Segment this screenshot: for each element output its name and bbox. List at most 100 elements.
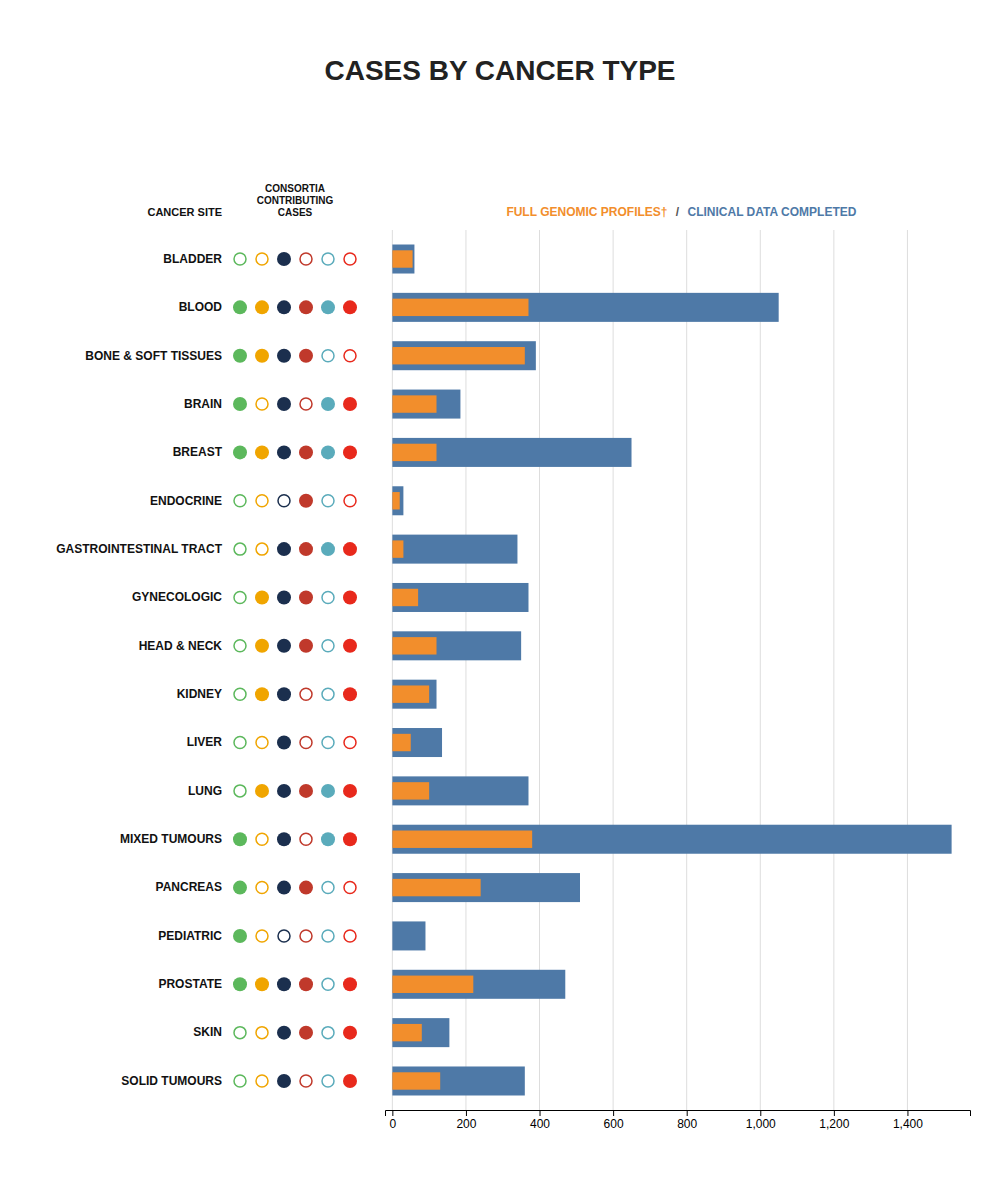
- category-tick: PROSTATE: [158, 977, 230, 991]
- annotation: /: [676, 205, 680, 219]
- bar: [392, 1024, 421, 1041]
- consortium-dot: [299, 784, 313, 798]
- consortium-dot: [277, 445, 291, 459]
- consortium-dot: [322, 882, 334, 894]
- bar: [392, 299, 528, 316]
- consortium-dot: [256, 833, 268, 845]
- bar: [392, 921, 425, 950]
- bar: [392, 728, 442, 757]
- consortium-dot: [300, 737, 312, 749]
- consortium-dot: [256, 882, 268, 894]
- consortium-dot: [322, 737, 334, 749]
- category-label: MIXED TUMOURS: [120, 832, 222, 846]
- category-tick: GASTROINTESTINAL TRACT: [56, 542, 230, 556]
- consortium-dot: [256, 737, 268, 749]
- bar: [392, 976, 473, 993]
- consortium-dot: [322, 253, 334, 265]
- axis-line: [386, 1111, 971, 1117]
- category-tick: BRAIN: [184, 397, 230, 411]
- consortium-dot: [322, 350, 334, 362]
- tick-label: 0: [390, 1117, 397, 1131]
- consortium-dot: [277, 687, 291, 701]
- consortium-dot: [233, 977, 247, 991]
- tick-label: 600: [604, 1117, 624, 1131]
- consortium-dot: [299, 445, 313, 459]
- category-label: BLOOD: [179, 300, 223, 314]
- consortium-dot: [256, 253, 268, 265]
- grid-line: [907, 230, 908, 1110]
- consortium-dot: [300, 688, 312, 700]
- bar: [392, 438, 631, 467]
- category-tick: BREAST: [173, 445, 230, 459]
- category-label: BREAST: [173, 445, 223, 459]
- consortium-dot: [321, 397, 335, 411]
- consortium-dot: [234, 785, 246, 797]
- tick-mark: [466, 1110, 467, 1116]
- bar: [392, 1072, 440, 1089]
- tick-mark: [834, 1110, 835, 1116]
- tick-label: 400: [530, 1117, 550, 1131]
- grid: [392, 230, 907, 1110]
- category-label: SOLID TUMOURS: [121, 1074, 222, 1088]
- consortium-dot: [277, 349, 291, 363]
- consortium-dot: [343, 1026, 357, 1040]
- consortium: [277, 252, 291, 1088]
- consortium-dot: [255, 639, 269, 653]
- consortium-dot: [233, 349, 247, 363]
- consortium-dot: [256, 398, 268, 410]
- consortium-dot: [300, 1075, 312, 1087]
- consortium-dot: [256, 1075, 268, 1087]
- category-tick: PANCREAS: [156, 880, 230, 894]
- grid-line: [686, 230, 687, 1110]
- category-tick: BONE & SOFT TISSUES: [85, 349, 230, 363]
- consortium-dot: [277, 300, 291, 314]
- tick: 1,400: [893, 1110, 923, 1131]
- consortium-dot: [322, 930, 334, 942]
- category-label: PANCREAS: [156, 880, 222, 894]
- bar: [392, 390, 460, 419]
- consortium-dot: [234, 640, 246, 652]
- tick-mark: [760, 1110, 761, 1116]
- consortium-dot: [344, 253, 356, 265]
- tick: 0: [390, 1110, 397, 1131]
- bar: [392, 245, 414, 274]
- consortium-dot: [322, 978, 334, 990]
- category-tick: MIXED TUMOURS: [120, 832, 230, 846]
- bar: [392, 540, 403, 557]
- bar: [392, 347, 524, 364]
- consortium-dot: [233, 397, 247, 411]
- category-label: SKIN: [193, 1025, 222, 1039]
- consortium-dot: [233, 300, 247, 314]
- consortium-dot: [322, 1027, 334, 1039]
- bar: [392, 782, 429, 799]
- consortium-dot: [344, 930, 356, 942]
- consortium-dot: [234, 543, 246, 555]
- bar: [392, 250, 412, 267]
- bar: [392, 341, 535, 370]
- consortium-dot: [278, 930, 290, 942]
- consortium-dot: [256, 930, 268, 942]
- tick-label: 1,400: [893, 1117, 923, 1131]
- consortium-dot: [255, 687, 269, 701]
- category-tick: PEDIATRIC: [158, 929, 230, 943]
- consortium-dot: [277, 1026, 291, 1040]
- category-tick: BLADDER: [163, 252, 230, 266]
- consortium-dot: [277, 784, 291, 798]
- tick-label: 200: [456, 1117, 476, 1131]
- consortium-dot: [277, 1074, 291, 1088]
- tick-mark: [392, 1110, 393, 1116]
- consortium-dot: [343, 977, 357, 991]
- bars: [392, 245, 951, 1096]
- bar-series: [392, 245, 951, 1096]
- consortium-dot: [322, 1075, 334, 1087]
- consortium-dot: [234, 591, 246, 603]
- bar: [392, 825, 951, 854]
- consortium-dot: [299, 881, 313, 895]
- consortium-dot: [321, 445, 335, 459]
- category-tick: SKIN: [193, 1025, 230, 1039]
- consortium-dot: [255, 300, 269, 314]
- bar: [392, 734, 410, 751]
- consortium-dot: [234, 737, 246, 749]
- tick-label: 800: [677, 1117, 697, 1131]
- consortium-dot: [277, 252, 291, 266]
